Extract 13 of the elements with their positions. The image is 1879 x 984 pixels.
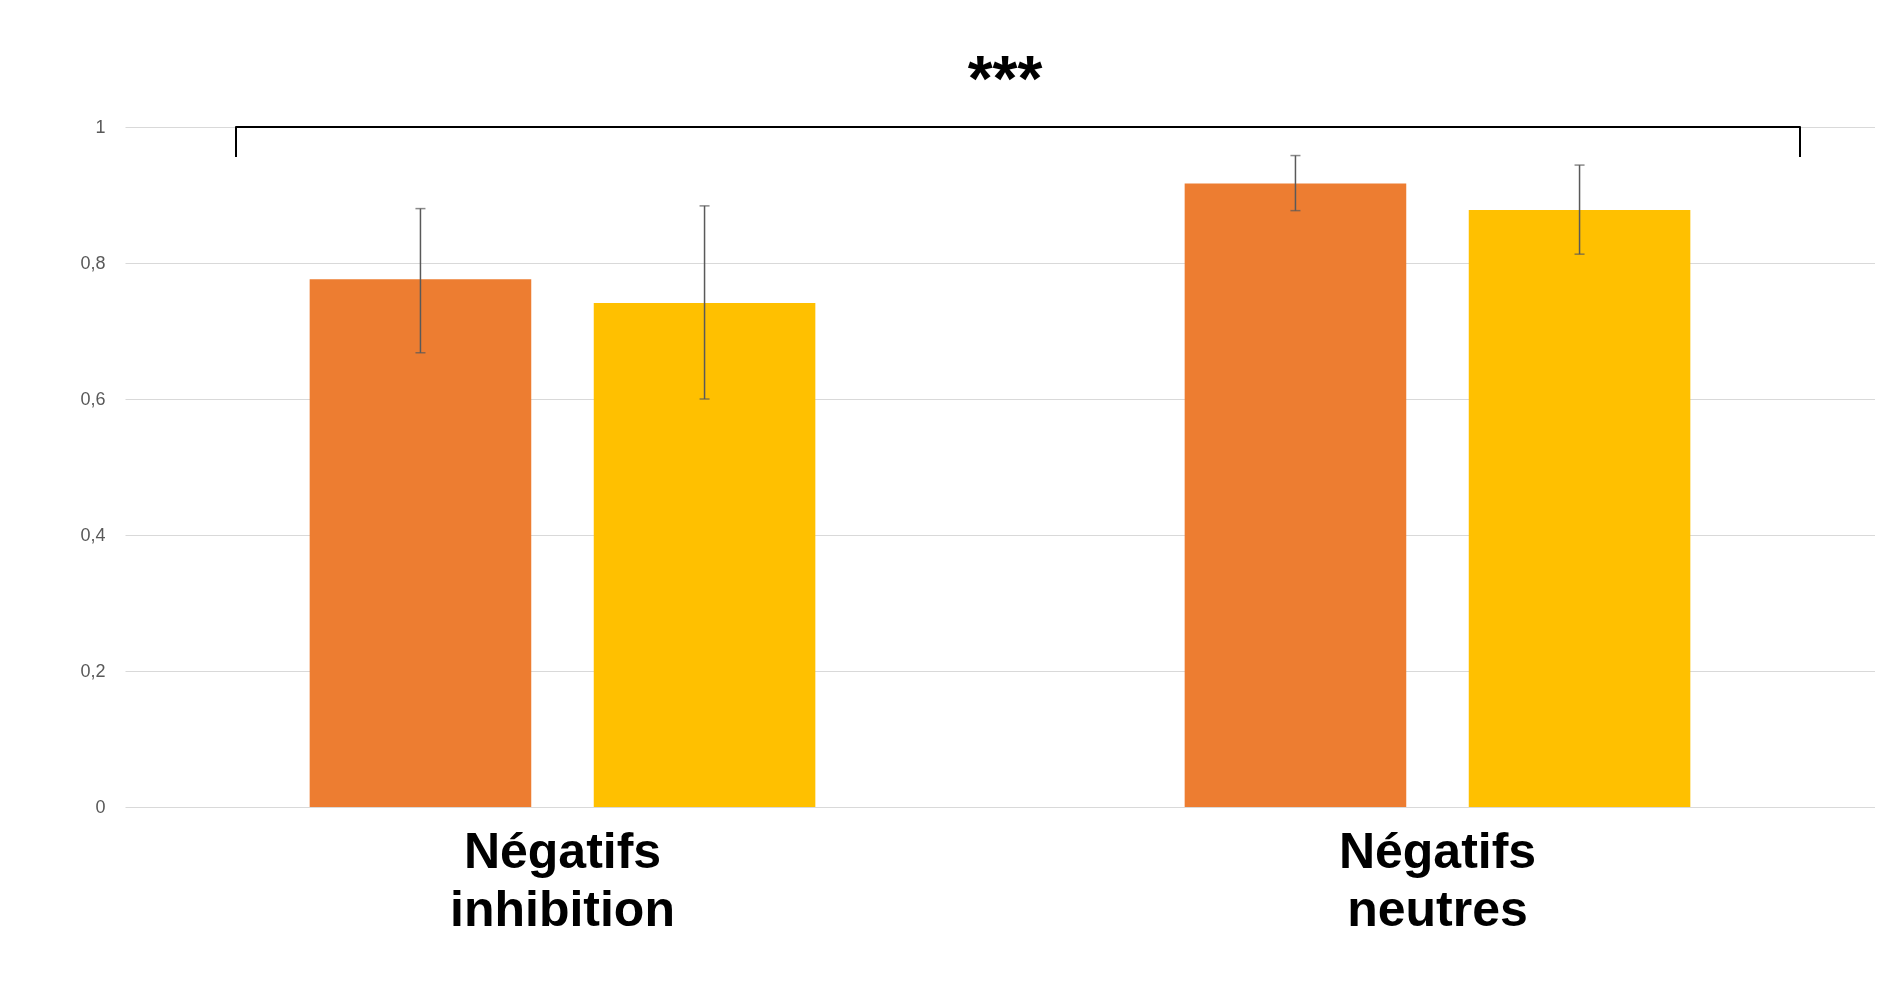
bar <box>309 279 532 807</box>
y-tick-label: 0 <box>95 796 106 817</box>
bar <box>1468 209 1691 807</box>
text: *** <box>967 43 1043 115</box>
y-tick-label: 1 <box>95 116 106 137</box>
bar <box>593 303 816 807</box>
y-tick-label: 0,8 <box>80 252 106 273</box>
bar <box>1184 183 1407 807</box>
y-tick-label: 0,2 <box>80 660 106 681</box>
x-tick-label: Négatifs inhibition <box>450 822 675 937</box>
y-tick-label: 0,6 <box>80 388 106 409</box>
y-tick-label: 0,4 <box>80 524 106 545</box>
x-tick-label: Négatifs neutres <box>1338 822 1537 937</box>
